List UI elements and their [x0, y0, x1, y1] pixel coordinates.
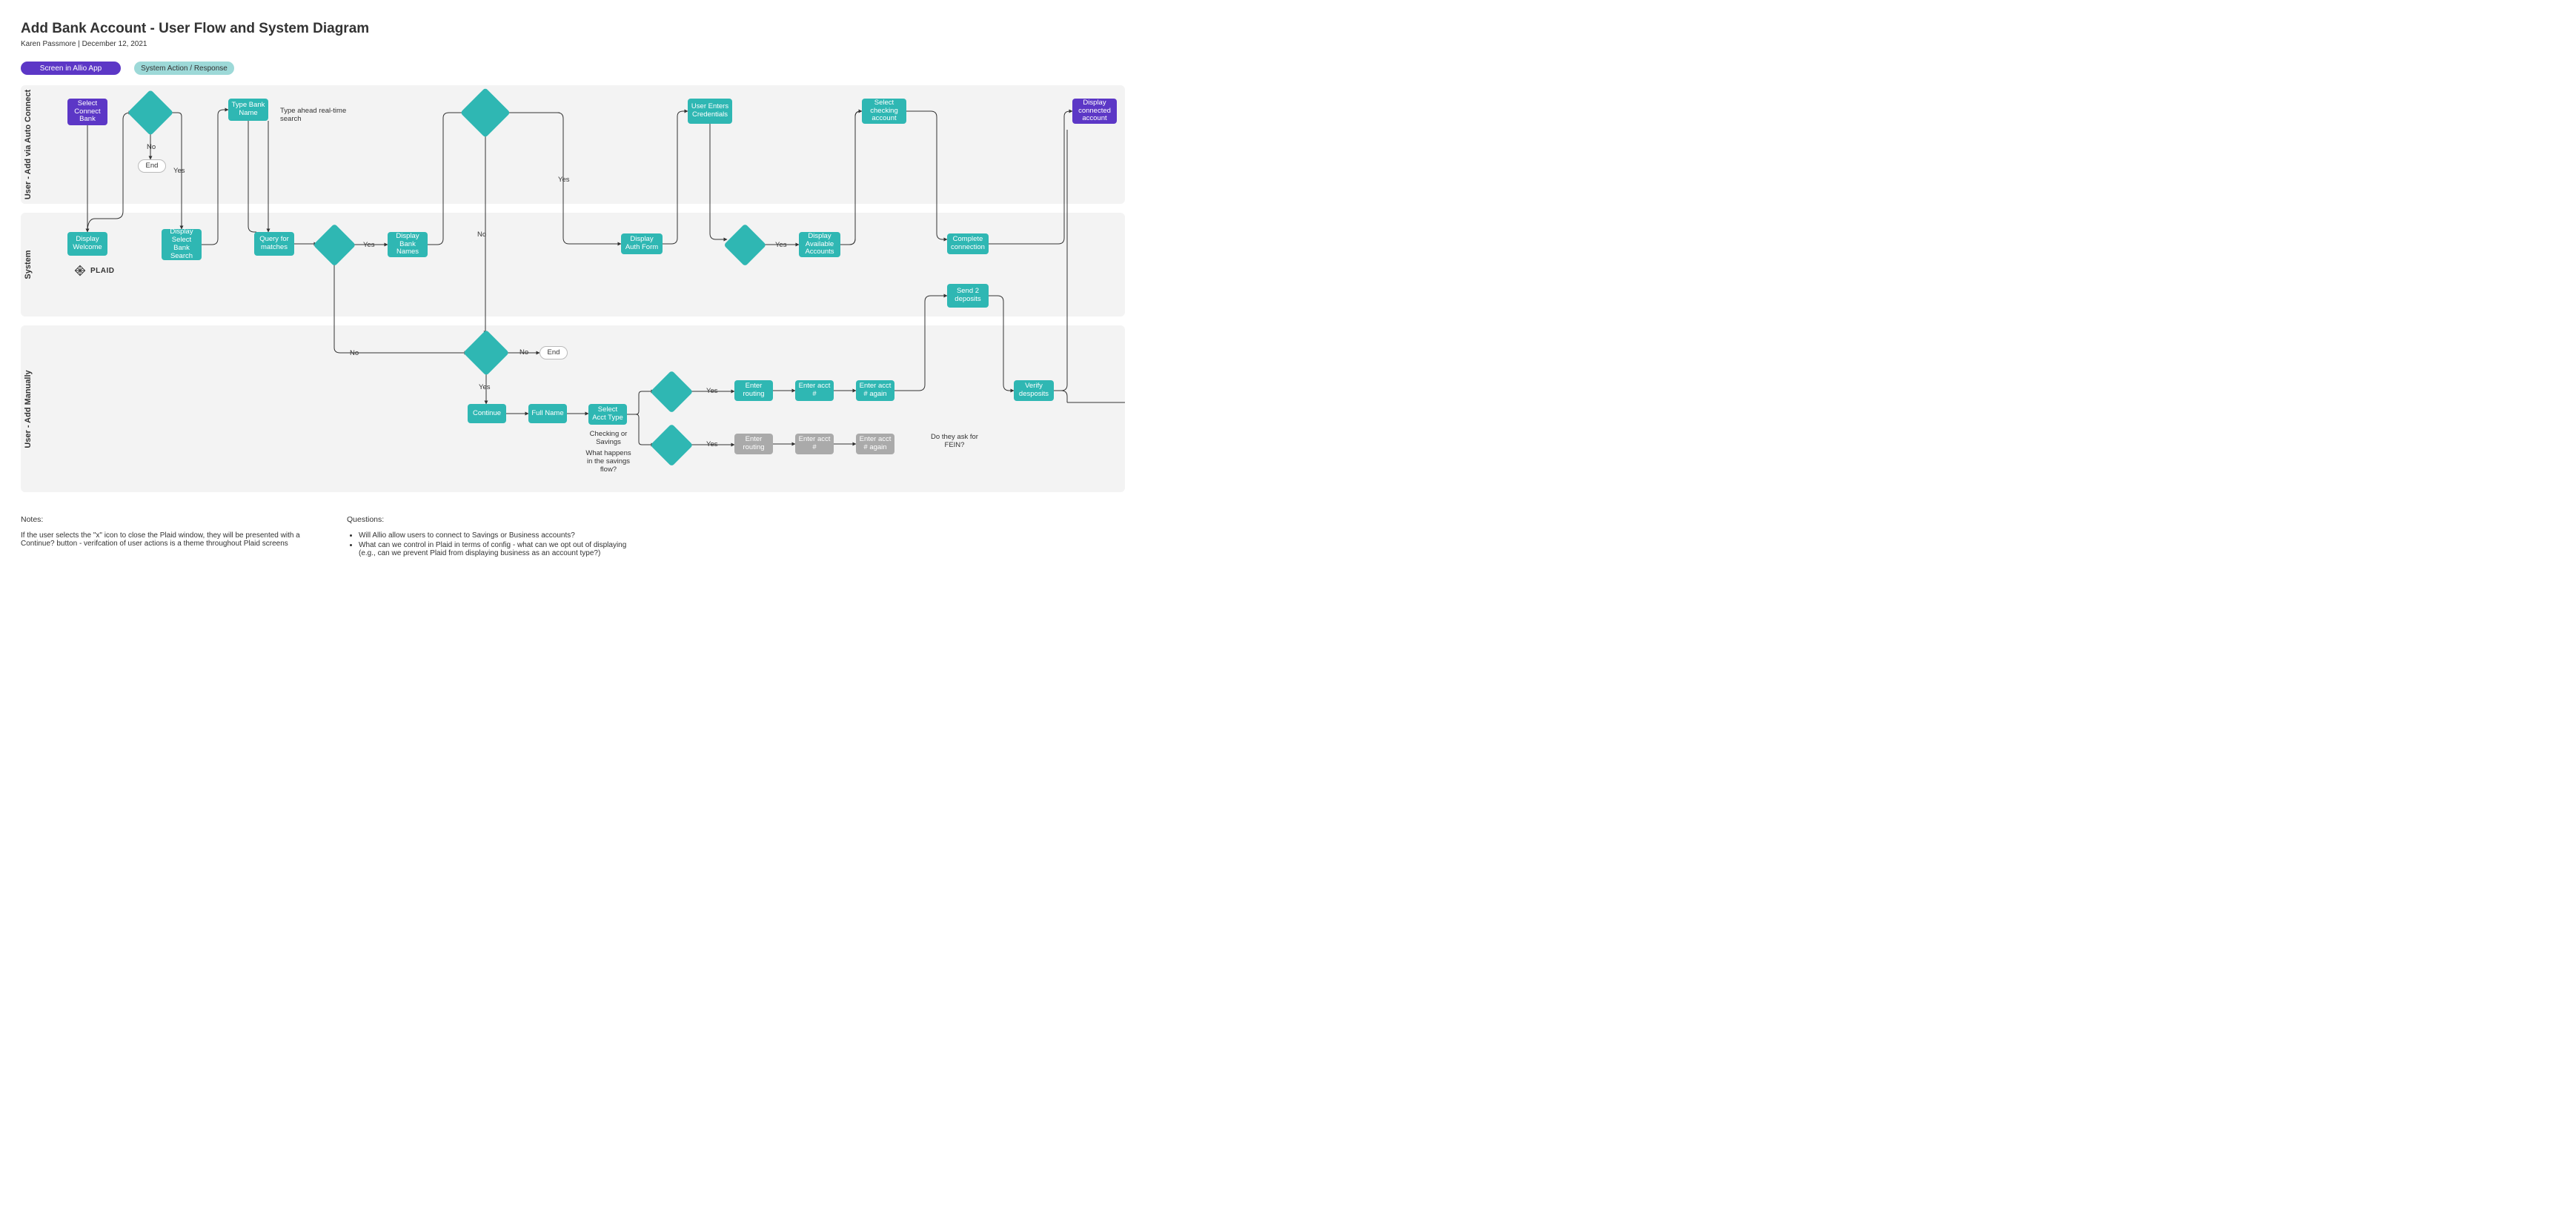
node-b_routing: Enter routing	[734, 434, 773, 454]
notes-col: Notes: If the user selects the "x" icon …	[21, 515, 302, 559]
label-personal-yes: Yes	[706, 387, 718, 395]
node-complete: Complete connection	[947, 233, 989, 254]
node-found_d: Found?	[317, 228, 351, 262]
node-end2: End	[540, 346, 568, 359]
questions-col: Questions: Will Allio allow users to con…	[347, 515, 628, 559]
label-continue-no: No	[147, 143, 156, 151]
question-item: Will Allio allow users to connect to Sav…	[359, 531, 628, 540]
legend-system: System Action / Response	[134, 62, 234, 75]
node-query: Query for matches	[254, 232, 294, 256]
node-user_creds: User Enters Credentials	[688, 99, 732, 124]
node-business_d: Business?	[654, 428, 688, 462]
lane-user-manual: User - Add Manually	[21, 325, 1125, 492]
node-disp_welcome: Display Welcome	[67, 232, 107, 256]
questions-list: Will Allio allow users to connect to Sav…	[347, 531, 628, 557]
node-personal_d: Personal?	[654, 374, 688, 408]
node-b_acct2: Enter acct # again	[856, 434, 894, 454]
page-title: Add Bank Account - User Flow and System …	[21, 21, 2555, 37]
lane-user-auto: User - Add via Auto Connect	[21, 85, 1125, 204]
label-found-no: No	[350, 349, 359, 357]
node-fullname: Full Name	[528, 404, 567, 423]
node-select_bank_d: Select bank?	[465, 93, 505, 133]
label-valid-yes: Yes	[775, 241, 787, 249]
footer: Notes: If the user selects the "x" icon …	[21, 515, 910, 559]
node-disp_accts: Display Available Accounts	[799, 232, 840, 257]
diagram-canvas: User - Add via Auto Connect System PLAID…	[21, 85, 1125, 500]
lane-label-user-manual: User - Add Manually	[24, 370, 33, 448]
lane-label-user-auto: User - Add via Auto Connect	[24, 90, 33, 199]
node-send2: Send 2 deposits	[947, 284, 989, 308]
legend: Screen in Allio App System Action / Resp…	[21, 62, 2555, 75]
node-select_acct: Select Acct Type	[588, 404, 627, 425]
node-valid_d: Valid?	[728, 228, 762, 262]
label-found-yes: Yes	[363, 241, 375, 249]
node-disp_search: Display Select Bank Search	[162, 229, 202, 260]
label-continue-yes: Yes	[173, 167, 185, 175]
label-selbank-yes: Yes	[558, 176, 570, 184]
node-disp_auth: Display Auth Form	[621, 233, 663, 254]
annot-fein: Do they ask for FEIN?	[929, 434, 980, 450]
label-selbank-no: No	[477, 231, 486, 239]
node-p_acct2: Enter acct # again	[856, 380, 894, 401]
lane-label-system: System	[24, 250, 33, 279]
node-b_acct: Enter acct #	[795, 434, 834, 454]
annot-typeahead: Type ahead real-time search	[280, 107, 369, 124]
node-disp_banks: Display Bank Names	[388, 232, 428, 257]
author-date: Karen Passmore | December 12, 2021	[21, 40, 2555, 48]
node-select_check: Select checking account	[862, 99, 906, 124]
plaid-logo: PLAID	[74, 265, 115, 276]
label-link-yes: Yes	[479, 383, 491, 391]
node-verify: Verify desposits	[1014, 380, 1054, 401]
notes-title: Notes:	[21, 515, 302, 524]
label-business-yes: Yes	[706, 440, 718, 448]
annot-checking: Checking or Savings	[582, 431, 634, 447]
node-p_acct: Enter acct #	[795, 380, 834, 401]
node-select_connect: Select Connect Bank	[67, 99, 107, 125]
plaid-label: PLAID	[90, 267, 115, 275]
node-continue_d: Continue?	[132, 94, 169, 131]
annot-savings-q: What happens in the savings flow?	[582, 450, 634, 474]
question-item: What can we control in Plaid in terms of…	[359, 541, 628, 557]
legend-screen: Screen in Allio App	[21, 62, 121, 75]
node-continue_b: Continue	[468, 404, 506, 423]
node-p_routing: Enter routing	[734, 380, 773, 401]
questions-title: Questions:	[347, 515, 628, 524]
label-link-no: No	[519, 348, 528, 357]
node-type_bank: Type Bank Name	[228, 99, 268, 121]
node-link_d: Link with acct #s?	[468, 334, 505, 371]
node-end1: End	[138, 159, 166, 173]
node-display_conn: Display connected account	[1072, 99, 1117, 124]
notes-body: If the user selects the "x" icon to clos…	[21, 531, 302, 548]
